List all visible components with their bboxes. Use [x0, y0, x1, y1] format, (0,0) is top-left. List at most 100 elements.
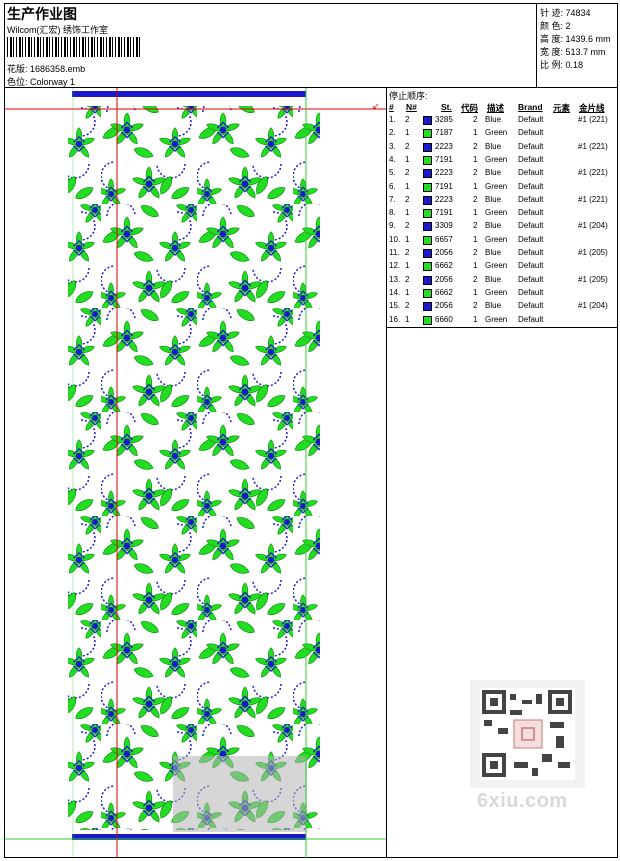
stop-row: 13. 2 2056 2 Blue Default #1 (205)	[387, 275, 618, 288]
stop-cell-code: 6662	[435, 287, 453, 297]
stop-cell-n: 1	[405, 208, 410, 218]
stop-cell-desc: Green	[485, 261, 508, 271]
stop-cell-num: 8.	[389, 208, 396, 218]
embroidery-preview-svg: ↙	[5, 88, 386, 858]
design-line: 花版: 1686358.emb	[7, 62, 85, 75]
stop-cell-code: 2056	[435, 248, 453, 257]
qr-code-svg	[480, 688, 575, 780]
stop-cell-code: 2223	[435, 194, 453, 204]
colorway-line: 色位: Colorway 1	[7, 75, 75, 88]
col-header-code: 代码	[461, 103, 479, 113]
stat-width: 宽 度: 513.7 mm	[540, 47, 606, 57]
stop-cell-desc: Blue	[485, 248, 502, 257]
stop-row: 4. 1 7191 1 Green Default	[387, 155, 618, 168]
stop-cell-sequin: #1 (204)	[578, 221, 608, 231]
stop-cell-brand: Default	[518, 234, 544, 244]
stop-row: 8. 1 7191 1 Green Default	[387, 208, 618, 221]
stop-cell-n: 2	[405, 301, 410, 311]
color-swatch	[423, 182, 432, 192]
stop-cell-code: 6660	[435, 314, 453, 324]
stop-cell-code: 2223	[435, 168, 453, 178]
stop-cell-code: 2056	[435, 301, 453, 311]
col-header-num: #	[389, 102, 394, 112]
color-swatch	[423, 195, 432, 205]
stop-cell-st: 1	[473, 287, 478, 297]
stop-cell-n: 1	[405, 261, 410, 271]
stop-row: 3. 2 2223 2 Blue Default #1 (221)	[387, 142, 618, 155]
stop-cell-desc: Blue	[485, 301, 502, 311]
stop-cell-num: 15.	[389, 301, 401, 311]
stop-row: 15. 2 2056 2 Blue Default #1 (204)	[387, 301, 618, 314]
stop-cell-code: 7191	[435, 154, 453, 164]
header-divider	[4, 87, 618, 88]
stop-cell-n: 2	[405, 115, 410, 124]
col-header-n: N#	[406, 102, 417, 112]
stop-cell-num: 1.	[389, 115, 396, 124]
stop-row: 10. 1 6657 1 Green Default	[387, 235, 618, 248]
stop-cell-desc: Green	[485, 234, 508, 244]
stop-cell-num: 3.	[389, 141, 396, 151]
stop-cell-brand: Default	[518, 115, 544, 124]
stop-cell-n: 2	[405, 221, 410, 231]
stop-cell-num: 7.	[389, 194, 396, 204]
stop-cell-desc: Green	[485, 208, 508, 218]
stop-row: 16. 1 6660 1 Green Default	[387, 315, 618, 328]
stop-cell-brand: Default	[518, 261, 544, 271]
color-swatch	[423, 235, 432, 245]
stop-cell-num: 11.	[389, 248, 400, 257]
stop-cell-num: 16.	[389, 314, 401, 324]
stop-cell-sequin: #1 (205)	[578, 274, 608, 284]
stop-cell-num: 2.	[389, 128, 396, 138]
color-swatch	[423, 302, 432, 312]
stop-cell-st: 1	[473, 261, 478, 271]
color-swatch	[423, 116, 432, 125]
stop-cell-num: 4.	[389, 154, 396, 164]
start-arrow-icon: ↙	[372, 101, 380, 111]
stop-cell-st: 1	[473, 234, 478, 244]
stop-cell-brand: Default	[518, 141, 544, 151]
stop-cell-brand: Default	[518, 287, 544, 297]
stop-cell-st: 2	[473, 301, 478, 311]
stop-cell-brand: Default	[518, 181, 544, 191]
stop-cell-n: 1	[405, 154, 410, 164]
stop-cell-num: 5.	[389, 168, 396, 178]
stop-cell-code: 6662	[435, 261, 453, 271]
stop-cell-brand: Default	[518, 221, 544, 231]
stop-cell-st: 2	[473, 194, 478, 204]
colorway-label: 色位:	[7, 77, 28, 87]
stop-cell-st: 1	[473, 154, 478, 164]
color-swatch	[423, 288, 432, 298]
stop-cell-st: 1	[473, 181, 478, 191]
stop-cell-code: 7187	[435, 128, 453, 138]
color-swatch	[423, 169, 432, 179]
color-swatch	[423, 129, 432, 139]
color-swatch	[423, 222, 432, 232]
stop-cell-code: 7191	[435, 208, 453, 218]
bottom-border-band	[72, 834, 306, 840]
stop-cell-code: 7191	[435, 181, 453, 191]
design-label: 花版:	[7, 64, 28, 74]
stop-cell-num: 6.	[389, 181, 396, 191]
stop-cell-sequin: #1 (204)	[578, 301, 608, 311]
color-swatch	[423, 262, 432, 272]
stop-row: 9. 2 3309 2 Blue Default #1 (204)	[387, 221, 618, 234]
stop-cell-code: 3309	[435, 221, 453, 231]
stop-cell-brand: Default	[518, 314, 544, 324]
stop-cell-num: 13.	[389, 274, 401, 284]
page-title: 生产作业图	[7, 6, 77, 22]
stop-row: 7. 2 2223 2 Blue Default #1 (221)	[387, 195, 618, 208]
stop-cell-st: 2	[473, 168, 478, 178]
col-header-desc: 描述	[487, 103, 505, 113]
stop-cell-num: 12.	[389, 261, 401, 271]
stop-row: 6. 1 7191 1 Green Default	[387, 182, 618, 195]
stop-cell-n: 1	[405, 128, 410, 138]
stats-panel: 针 迹: 74834 颜 色: 2 高 度: 1439.6 mm 宽 度: 51…	[536, 4, 619, 87]
stop-cell-st: 2	[473, 115, 478, 124]
qr-code	[470, 680, 585, 788]
barcode	[7, 37, 142, 57]
design-preview[interactable]: ↙	[5, 88, 386, 858]
stop-cell-brand: Default	[518, 274, 544, 284]
stop-row: 2. 1 7187 1 Green Default	[387, 128, 618, 141]
watermark-logo: 6xiu.com	[477, 790, 568, 812]
stop-cell-sequin: #1 (221)	[578, 194, 608, 204]
